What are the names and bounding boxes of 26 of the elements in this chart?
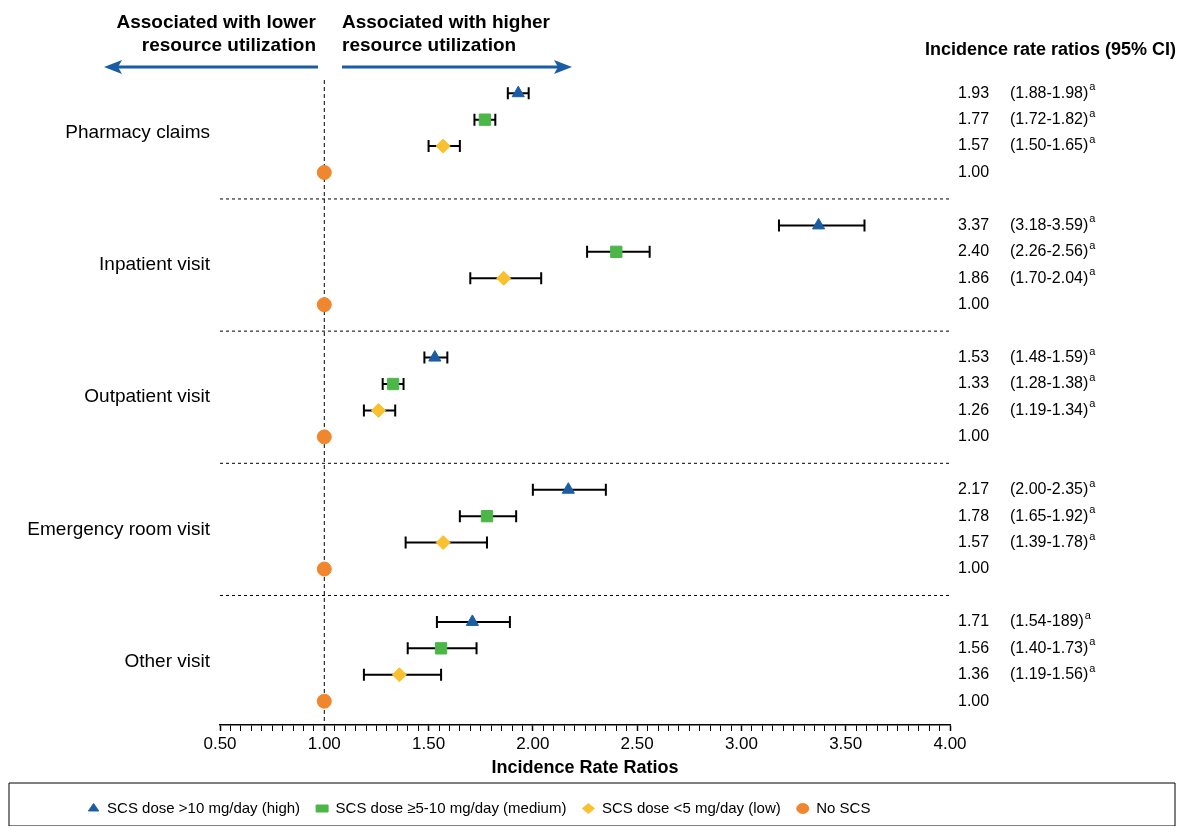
y-tick-label: Other visit (124, 649, 211, 671)
x-tick-label: 1.00 (307, 733, 341, 753)
x-tick-label: 3.00 (724, 733, 758, 753)
data-label: 1.00 (958, 427, 990, 445)
text: Associated with higher resource utilization (342, 10, 551, 56)
data-label: 1.00 (958, 691, 990, 709)
data-label: 1.00 (958, 559, 990, 577)
x-axis-title: Incidence Rate Ratios (491, 757, 679, 778)
data-label: 1.00 (958, 162, 990, 180)
legend-label: SCS dose <5 mg/day (low) (601, 798, 781, 816)
x-tick-label: 4.00 (933, 733, 967, 753)
x-tick-label: 2.00 (516, 733, 550, 753)
x-tick-label: 2.50 (620, 733, 654, 753)
y-tick-label: Inpatient visit (99, 253, 211, 275)
y-tick-label: Pharmacy claims (65, 121, 210, 143)
x-tick-label: 0.50 (203, 733, 237, 753)
y-tick-label: Outpatient visit (84, 385, 211, 407)
data-label: 1.00 (958, 295, 990, 313)
legend-label: No SCS (816, 798, 871, 816)
y-tick-label: Emergency room visit (27, 517, 211, 539)
text: Incidence rate ratios (95% CI) (924, 38, 1176, 61)
x-tick-label: 3.50 (829, 733, 863, 753)
text: Associated with lower resource utilization (115, 10, 316, 56)
x-tick-label: 1.50 (412, 733, 446, 753)
legend-label: SCS dose ≥5-10 mg/day (medium) (335, 798, 567, 816)
legend-label: SCS dose >10 mg/day (high) (107, 798, 301, 816)
